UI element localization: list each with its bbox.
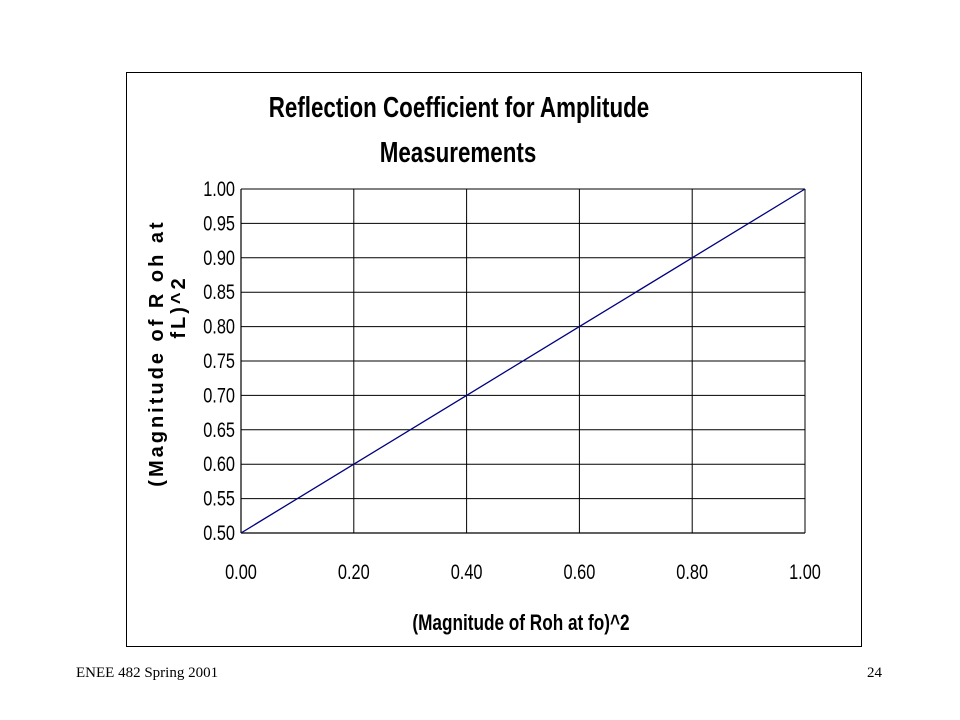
x-tick-label: 0.80: [676, 561, 708, 585]
footer-course-label: ENEE 482 Spring 2001: [76, 665, 219, 681]
chart-frame: Reflection Coefficient for Amplitude Mea…: [126, 72, 862, 647]
series-line: [240, 188, 806, 534]
chart-title-line-2: Measurements: [380, 135, 537, 169]
y-tick-label: 0.85: [203, 281, 235, 305]
chart-title-line-1: Reflection Coefficient for Amplitude: [269, 90, 649, 124]
x-tick-label: 1.00: [789, 561, 821, 585]
x-tick-label: 0.20: [338, 561, 370, 585]
y-tick-label: 0.65: [203, 419, 235, 443]
x-tick-label: 0.00: [225, 561, 257, 585]
x-tick-label: 0.40: [451, 561, 483, 585]
y-axis-label-line-1: (Magnitude of R oh at: [146, 219, 168, 486]
y-axis-label-line-2: fL)^2: [168, 275, 190, 338]
y-tick-label: 0.90: [203, 247, 235, 271]
page-number: 24: [867, 665, 882, 681]
y-tick-label: 0.55: [203, 488, 235, 512]
chart: Reflection Coefficient for Amplitude Mea…: [146, 90, 821, 636]
x-tick-label: 0.60: [563, 561, 595, 585]
y-tick-label: 0.70: [203, 384, 235, 408]
y-tick-label: 1.00: [203, 178, 235, 202]
plot-area: 0.50 0.55 0.60 0.65 0.70 0.75 0.80 0.85 0.90 0.95…: [203, 178, 821, 585]
y-tick-label: 0.95: [203, 212, 235, 236]
y-tick-label: 0.50: [203, 522, 235, 546]
y-tick-label: 0.80: [203, 316, 235, 340]
x-axis-label: (Magnitude of Roh at fo)^2: [412, 611, 629, 636]
y-tick-label: 0.75: [203, 350, 235, 374]
y-tick-label: 0.60: [203, 453, 235, 477]
